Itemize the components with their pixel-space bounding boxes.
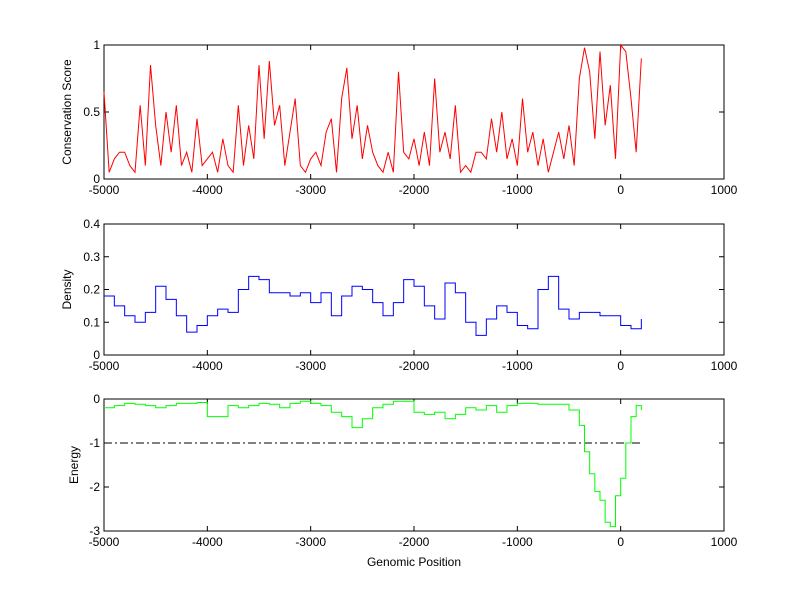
conservation-series-line [103,43,642,174]
x-tick-label: -4000 [192,183,223,197]
x-tick-label: 1000 [711,183,738,197]
axes-box [103,398,725,532]
subplot-3: -5000 -4000 -3000 -2000 -1000 0 1000 -3 -2 -1 0 Ene… [67,392,738,569]
x-tick-label: -4000 [192,359,223,373]
x-tick-label: -5000 [89,359,120,373]
axes-box [103,223,725,356]
x-tick-label: -5000 [89,183,120,197]
x-tick-label: -1000 [502,359,533,373]
x-tick-label: -2000 [399,183,430,197]
x-tick-label: 0 [617,535,624,549]
x-tick-label: -2000 [399,535,430,549]
y-tick-label: 0 [93,172,100,186]
y-tick-label: -1 [89,436,100,450]
x-tick-label: -2000 [399,359,430,373]
y-tick-label: 0.5 [83,105,100,119]
x-tick-label: -1000 [502,535,533,549]
y-axis-label: Energy [67,446,81,484]
x-tick-label: 1000 [711,359,738,373]
y-tick-label: -2 [89,480,100,494]
x-tick-label: 0 [617,359,624,373]
energy-series-line [104,400,642,528]
axes-box [103,44,725,180]
x-tick-label: -3000 [295,535,326,549]
y-axis-label: Conservation Score [60,59,74,165]
subplot-2: -5000 -4000 -3000 -2000 -1000 0 1000 0 0.1 0.2 0.3… [60,217,738,373]
subplot-1: -5000 -4000 -3000 -2000 -1000 0 1000 0 0.5 1 Conse… [60,38,738,197]
x-tick-label: -3000 [295,183,326,197]
y-tick-label: 0 [93,348,100,362]
y-tick-label: 0.4 [83,217,100,231]
y-tick-label: 0.1 [83,315,100,329]
x-tick-label: 1000 [711,535,738,549]
x-tick-label: -3000 [295,359,326,373]
x-tick-label: -1000 [502,183,533,197]
y-tick-label: 0 [93,392,100,406]
density-series-line [104,275,642,336]
x-axis-label: Genomic Position [367,555,461,569]
x-tick-label: 0 [617,183,624,197]
y-tick-label: 0.3 [83,250,100,264]
x-tick-label: -5000 [89,535,120,549]
y-tick-label: 1 [93,38,100,52]
y-axis-label: Density [60,269,74,309]
y-tick-label: -3 [89,524,100,538]
y-tick-label: 0.2 [83,283,100,297]
x-tick-label: -4000 [192,535,223,549]
